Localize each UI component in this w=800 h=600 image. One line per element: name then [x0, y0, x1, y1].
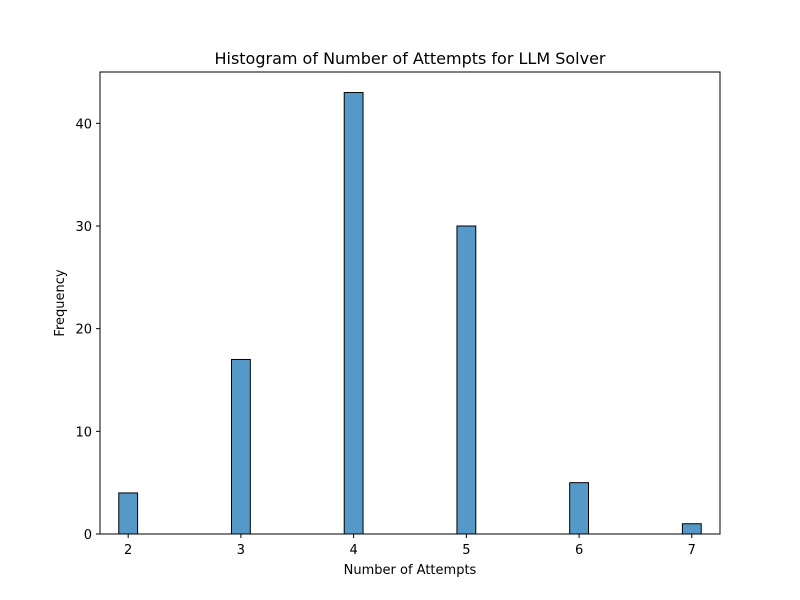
x-tick-label: 4	[349, 543, 357, 558]
bar-4	[343, 92, 364, 535]
y-ticks-group: 0 10 20 30 40	[75, 117, 100, 543]
y-axis-label: Frequency	[53, 269, 68, 336]
x-tick-label: 3	[237, 543, 245, 558]
bar-5	[456, 225, 477, 535]
bar-2	[118, 492, 139, 535]
plot-area-frame	[99, 71, 721, 535]
y-tick-label: 0	[84, 528, 92, 543]
y-tick-label: 20	[75, 323, 92, 338]
bar-3	[230, 358, 251, 535]
x-tick-label: 7	[688, 543, 696, 558]
x-ticks-group: 2 3 4 5 6 7	[124, 534, 696, 558]
bar-6	[569, 482, 590, 535]
y-tick-label: 40	[75, 117, 92, 132]
x-tick-label: 5	[462, 543, 470, 558]
y-tick-label: 30	[75, 220, 92, 235]
chart-title: Histogram of Number of Attempts for LLM …	[214, 49, 605, 68]
bars-group	[118, 92, 702, 535]
bar-7	[681, 523, 702, 535]
x-tick-label: 6	[575, 543, 583, 558]
y-tick-label: 10	[75, 425, 92, 440]
x-tick-label: 2	[124, 543, 132, 558]
x-axis-label: Number of Attempts	[344, 563, 477, 578]
